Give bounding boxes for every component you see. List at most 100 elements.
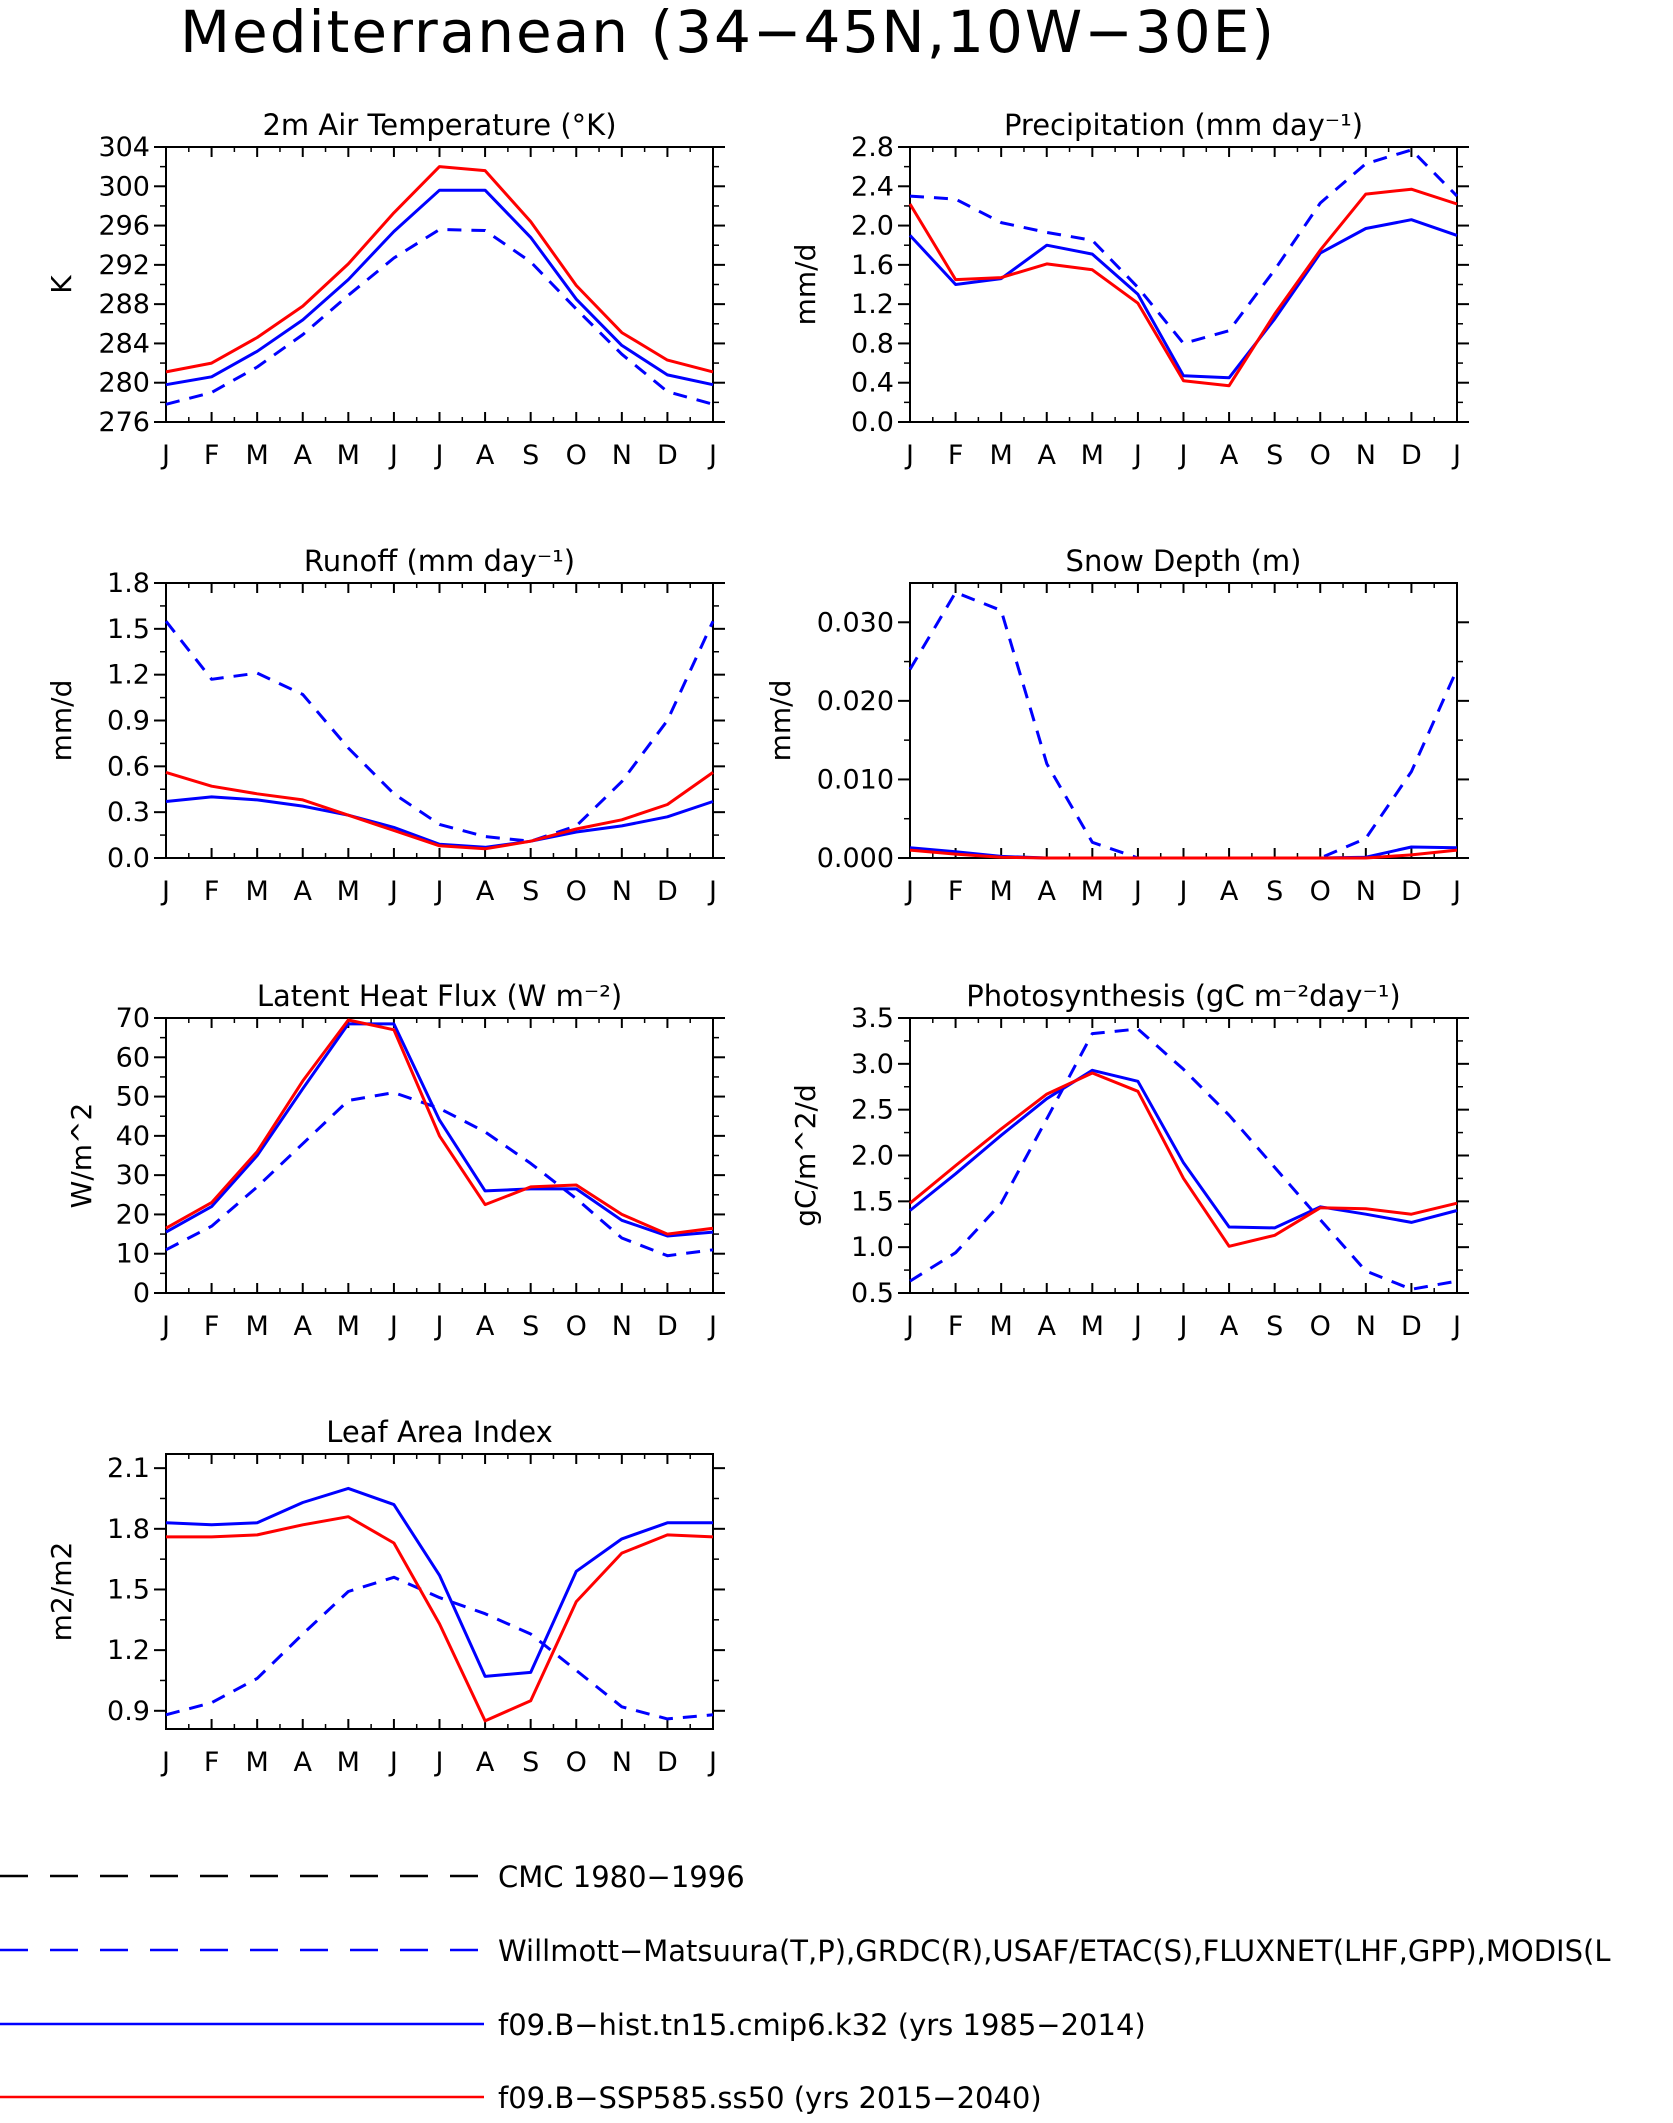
legend-item: CMC 1980−1996 bbox=[0, 1860, 745, 1894]
x-tick-label: M bbox=[337, 1311, 360, 1342]
x-tick-label: J bbox=[160, 1747, 170, 1778]
series-line-solid-blue bbox=[165, 795, 714, 849]
legend-label: f09.B−SSP585.ss50 (yrs 2015−2040) bbox=[498, 2081, 1042, 2115]
x-tick-label: S bbox=[1266, 876, 1283, 907]
y-tick-label: 60 bbox=[116, 1042, 150, 1073]
legend-label: Willmott−Matsuura(T,P),GRDC(R),USAF/ETAC… bbox=[498, 1934, 1611, 1968]
series-line-solid-red bbox=[165, 1018, 714, 1236]
x-tick-label: D bbox=[657, 440, 678, 471]
y-tick-label: 276 bbox=[98, 407, 150, 438]
y-tick-label: 2.8 bbox=[851, 132, 894, 163]
plot-frame bbox=[165, 146, 714, 423]
series-line-solid-red bbox=[909, 848, 1458, 860]
x-tick-label: J bbox=[434, 440, 444, 471]
y-tick-label: 0.010 bbox=[817, 764, 894, 795]
y-tick-label: 2.0 bbox=[851, 211, 894, 242]
x-tick-label: A bbox=[476, 1311, 495, 1342]
y-tick-label: 0.6 bbox=[107, 751, 150, 782]
series-line-solid-blue bbox=[165, 1486, 713, 1678]
x-tick-label: J bbox=[707, 1747, 717, 1778]
x-tick-label: D bbox=[657, 1747, 678, 1778]
series-line-solid-red bbox=[166, 1515, 714, 1723]
y-tick-label: 1.8 bbox=[107, 1514, 150, 1545]
series-line-solid-red bbox=[908, 187, 1458, 388]
series-line-dashed-blue bbox=[909, 1027, 1458, 1291]
panel-5: Latent Heat Flux (W m⁻²)J F M A M J J A S O N D J010… bbox=[65, 979, 725, 1342]
x-tick-label: J bbox=[434, 1747, 444, 1778]
y-tick-label: 20 bbox=[116, 1199, 150, 1230]
y-tick-label: 280 bbox=[98, 368, 150, 399]
panel-3: Runoff (mm day⁻¹)J F M A M J J A S O N D J0.00.30.60… bbox=[45, 544, 725, 907]
x-tick-label: J bbox=[160, 1311, 170, 1342]
x-tick-label: F bbox=[948, 440, 964, 471]
x-tick-label: N bbox=[1356, 876, 1376, 907]
x-tick-label: S bbox=[1266, 440, 1283, 471]
y-tick-label: 3.0 bbox=[851, 1049, 894, 1080]
x-tick-label: J bbox=[707, 876, 717, 907]
plot-frame bbox=[909, 582, 1458, 859]
x-tick-label: O bbox=[1310, 1311, 1331, 1342]
series-line-solid-red bbox=[909, 1071, 1458, 1248]
x-tick-label: A bbox=[294, 1747, 313, 1778]
panel-title: Photosynthesis (gC m⁻²day⁻¹) bbox=[966, 979, 1400, 1013]
y-tick-label: 288 bbox=[98, 289, 150, 320]
x-tick-label: J bbox=[434, 876, 444, 907]
y-tick-label: 2.0 bbox=[851, 1141, 894, 1172]
panel-title: 2m Air Temperature (°K) bbox=[262, 108, 616, 142]
x-tick-label: O bbox=[1310, 440, 1331, 471]
x-tick-label: A bbox=[1038, 1311, 1057, 1342]
x-tick-label: N bbox=[612, 440, 632, 471]
x-tick-label: A bbox=[294, 876, 313, 907]
x-tick-label: M bbox=[337, 440, 360, 471]
x-tick-label: J bbox=[1132, 440, 1142, 471]
y-tick-label: 1.6 bbox=[851, 250, 894, 281]
panel-1: 2m Air Temperature (°K)J F M A M J J A S O N D J2762… bbox=[45, 108, 725, 471]
series-line-solid-blue bbox=[165, 188, 714, 387]
x-tick-label: M bbox=[990, 1311, 1013, 1342]
x-tick-label: D bbox=[657, 1311, 678, 1342]
x-tick-label: F bbox=[204, 1747, 220, 1778]
x-tick-label: S bbox=[522, 1747, 539, 1778]
y-tick-label: 1.8 bbox=[107, 568, 150, 599]
legend-label: CMC 1980−1996 bbox=[498, 1860, 745, 1894]
panel-title: Precipitation (mm day⁻¹) bbox=[1004, 108, 1363, 142]
x-tick-label: S bbox=[1266, 1311, 1283, 1342]
panel-title: Snow Depth (m) bbox=[1066, 544, 1302, 578]
x-tick-label: J bbox=[1451, 440, 1461, 471]
x-tick-label: J bbox=[904, 876, 914, 907]
y-tick-label: 0.0 bbox=[851, 407, 894, 438]
x-tick-label: J bbox=[1132, 876, 1142, 907]
panel-4: Snow Depth (m)J F M A M J J A S O N D J0.0000.0100.0… bbox=[764, 544, 1469, 907]
series-line-solid-red bbox=[165, 770, 714, 851]
y-tick-label: 0.0 bbox=[107, 843, 150, 874]
x-tick-label: M bbox=[337, 876, 360, 907]
x-tick-label: A bbox=[1038, 876, 1057, 907]
x-tick-label: D bbox=[1401, 876, 1422, 907]
x-tick-label: D bbox=[1401, 440, 1422, 471]
y-tick-label: 50 bbox=[116, 1082, 150, 1113]
x-tick-label: M bbox=[1081, 1311, 1104, 1342]
x-tick-label: J bbox=[904, 1311, 914, 1342]
x-tick-label: J bbox=[904, 440, 914, 471]
y-axis-label: m2/m2 bbox=[45, 1542, 78, 1642]
y-tick-label: 1.2 bbox=[851, 289, 894, 320]
y-tick-label: 0.8 bbox=[851, 328, 894, 359]
x-tick-label: J bbox=[1178, 876, 1188, 907]
legend-item: f09.B−SSP585.ss50 (yrs 2015−2040) bbox=[0, 2081, 1042, 2115]
x-tick-label: A bbox=[1220, 876, 1239, 907]
series-line-solid-red bbox=[165, 165, 714, 374]
y-tick-label: 1.0 bbox=[851, 1232, 894, 1263]
y-axis-label: mm/d bbox=[764, 680, 797, 762]
series-line-dashed-blue bbox=[165, 1575, 714, 1721]
y-tick-label: 296 bbox=[98, 211, 150, 242]
x-tick-label: A bbox=[1220, 1311, 1239, 1342]
x-tick-label: F bbox=[204, 440, 220, 471]
x-tick-label: F bbox=[204, 876, 220, 907]
y-tick-label: 0.9 bbox=[107, 1696, 150, 1727]
figure-title: Mediterranean (34−45N,10W−30E) bbox=[180, 0, 1276, 66]
y-tick-label: 1.5 bbox=[107, 1574, 150, 1605]
x-tick-label: M bbox=[246, 1311, 269, 1342]
x-tick-label: M bbox=[1081, 876, 1104, 907]
series-line-dashed-blue bbox=[908, 590, 1459, 860]
x-tick-label: M bbox=[990, 876, 1013, 907]
